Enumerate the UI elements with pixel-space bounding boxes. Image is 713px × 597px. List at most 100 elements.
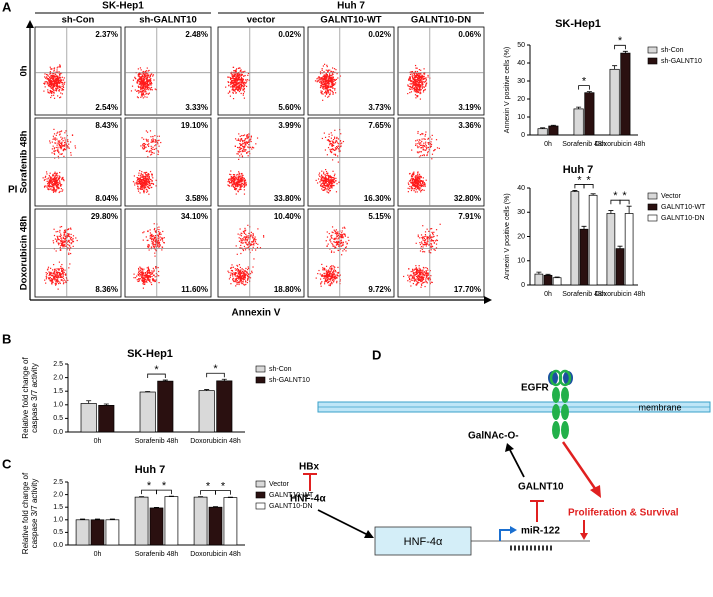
event-dot bbox=[239, 81, 241, 83]
event-dot bbox=[233, 86, 235, 88]
event-dot bbox=[239, 87, 242, 89]
event-dot bbox=[151, 180, 153, 182]
arrow-head bbox=[364, 530, 374, 538]
event-dot bbox=[246, 78, 248, 81]
event-dot bbox=[155, 140, 157, 142]
event-dot bbox=[241, 280, 243, 283]
event-dot bbox=[145, 150, 148, 152]
event-dot bbox=[426, 236, 428, 238]
event-dot bbox=[420, 147, 422, 149]
event-dot bbox=[232, 79, 234, 82]
event-dot bbox=[227, 81, 230, 84]
event-dot bbox=[414, 274, 416, 276]
event-dot bbox=[233, 175, 235, 177]
event-dot bbox=[248, 141, 250, 143]
event-dot bbox=[331, 231, 333, 233]
event-dot bbox=[57, 182, 59, 184]
event-dot bbox=[240, 144, 243, 146]
event-dot bbox=[330, 181, 332, 183]
event-dot bbox=[329, 266, 332, 268]
event-dot bbox=[333, 136, 336, 138]
event-dot bbox=[413, 89, 415, 91]
event-dot bbox=[415, 275, 418, 278]
event-dot bbox=[338, 148, 340, 150]
event-dot bbox=[227, 92, 229, 94]
event-dot bbox=[327, 86, 329, 88]
event-dot bbox=[424, 251, 426, 253]
event-dot bbox=[238, 74, 240, 76]
quadrant-percent: 2.37% bbox=[95, 30, 118, 39]
event-dot bbox=[55, 89, 58, 91]
event-dot bbox=[408, 277, 411, 279]
event-dot bbox=[55, 178, 57, 181]
event-dot bbox=[411, 71, 413, 73]
diagram: membrane EGFR GalNAc-O- Proliferation & … bbox=[290, 369, 711, 556]
event-dot bbox=[54, 182, 56, 184]
event-dot bbox=[143, 177, 145, 179]
event-dot bbox=[326, 74, 328, 76]
event-dot bbox=[333, 251, 335, 253]
event-dot bbox=[54, 171, 56, 173]
event-dot bbox=[57, 87, 59, 89]
event-dot bbox=[412, 85, 415, 87]
event-dot bbox=[425, 239, 427, 241]
event-dot bbox=[50, 77, 52, 79]
event-dot bbox=[419, 237, 421, 239]
event-dot bbox=[56, 186, 58, 188]
event-dot bbox=[141, 92, 143, 94]
event-dot bbox=[342, 227, 344, 229]
event-dot bbox=[147, 246, 149, 248]
event-dot bbox=[153, 246, 155, 248]
event-dot bbox=[51, 181, 54, 183]
event-dot bbox=[143, 94, 145, 96]
event-dot bbox=[236, 253, 238, 255]
event-dot bbox=[425, 85, 427, 87]
event-dot bbox=[145, 179, 147, 181]
event-dot bbox=[423, 89, 425, 91]
event-dot bbox=[321, 174, 323, 176]
event-dot bbox=[150, 246, 152, 248]
event-dot bbox=[232, 92, 234, 94]
event-dot bbox=[326, 77, 328, 79]
event-dot bbox=[418, 82, 420, 84]
event-dot bbox=[51, 279, 54, 281]
event-dot bbox=[225, 86, 227, 88]
event-dot bbox=[417, 173, 419, 175]
event-dot bbox=[136, 279, 138, 281]
event-dot bbox=[439, 223, 441, 225]
event-dot bbox=[414, 79, 416, 81]
event-dot bbox=[238, 133, 240, 135]
event-dot bbox=[69, 141, 72, 143]
event-dot bbox=[257, 243, 259, 245]
event-dot bbox=[136, 90, 138, 92]
event-dot bbox=[63, 233, 65, 235]
event-dot bbox=[146, 74, 148, 77]
event-dot bbox=[419, 278, 421, 280]
event-dot bbox=[418, 77, 420, 79]
event-dot bbox=[414, 79, 416, 82]
event-dot bbox=[429, 237, 432, 239]
event-dot bbox=[55, 191, 57, 193]
event-dot bbox=[64, 141, 66, 143]
event-dot bbox=[241, 134, 243, 137]
event-dot bbox=[426, 276, 428, 278]
event-dot bbox=[48, 277, 50, 279]
event-dot bbox=[343, 248, 345, 251]
event-dot bbox=[54, 81, 56, 83]
event-dot bbox=[62, 273, 64, 275]
event-dot bbox=[143, 175, 145, 177]
event-dot bbox=[247, 246, 249, 248]
event-dot bbox=[65, 274, 67, 276]
event-dot bbox=[417, 281, 419, 283]
event-dot bbox=[319, 77, 321, 79]
event-dot bbox=[143, 180, 145, 182]
event-dot bbox=[62, 240, 64, 242]
arrow-head bbox=[580, 533, 588, 540]
event-dot bbox=[421, 77, 423, 79]
event-dot bbox=[55, 182, 57, 185]
event-dot bbox=[422, 277, 425, 279]
event-dot bbox=[140, 274, 142, 276]
event-dot bbox=[234, 188, 236, 190]
event-dot bbox=[57, 140, 59, 142]
event-dot bbox=[331, 80, 333, 82]
